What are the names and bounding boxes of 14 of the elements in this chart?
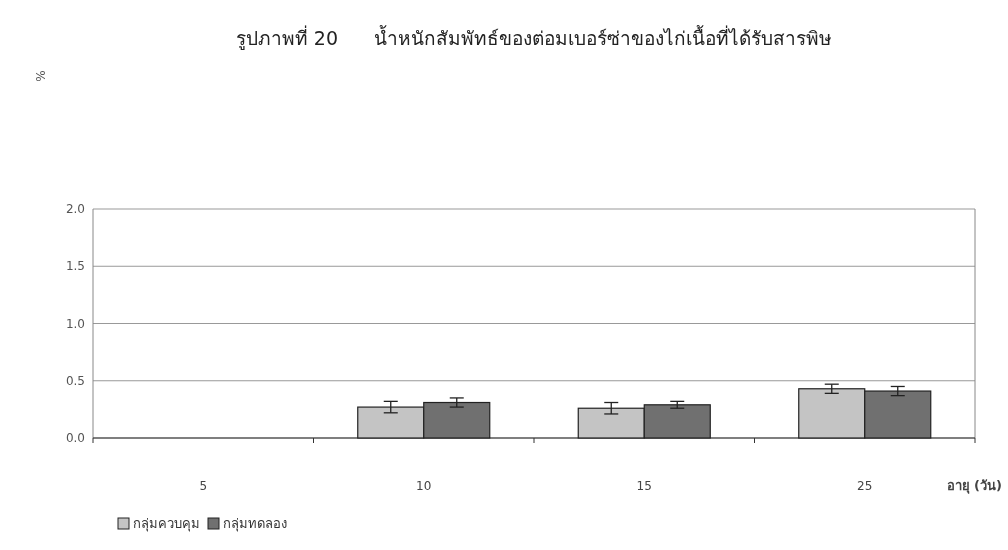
text: %	[34, 70, 48, 82]
legend-label: กลุ่มทดลอง	[223, 516, 287, 532]
x-tick-label: 10	[416, 479, 432, 493]
y-tick-label: 0.5	[65, 373, 85, 388]
x-tick-label: 5	[199, 479, 208, 493]
y-tick-label: 1.0	[65, 316, 85, 331]
legend-label: กลุ่มควบคุม	[133, 516, 200, 532]
x-tick-label: 15	[636, 479, 652, 493]
y-tick-label: 2.0	[65, 202, 85, 216]
x-tick-label: 25	[857, 479, 873, 493]
y-tick-label: 0.0	[65, 431, 85, 445]
chart-title: รูปภาพที่ 20 น้ำหนักสัมพัทธ์ของต่อมเบอร์ซ่าของไก่เนื้อที่ได้รับสารพิษ	[235, 25, 833, 50]
x-axis-title: อายุ (วัน)	[946, 478, 1002, 494]
y-tick-label: 1.5	[65, 259, 85, 274]
